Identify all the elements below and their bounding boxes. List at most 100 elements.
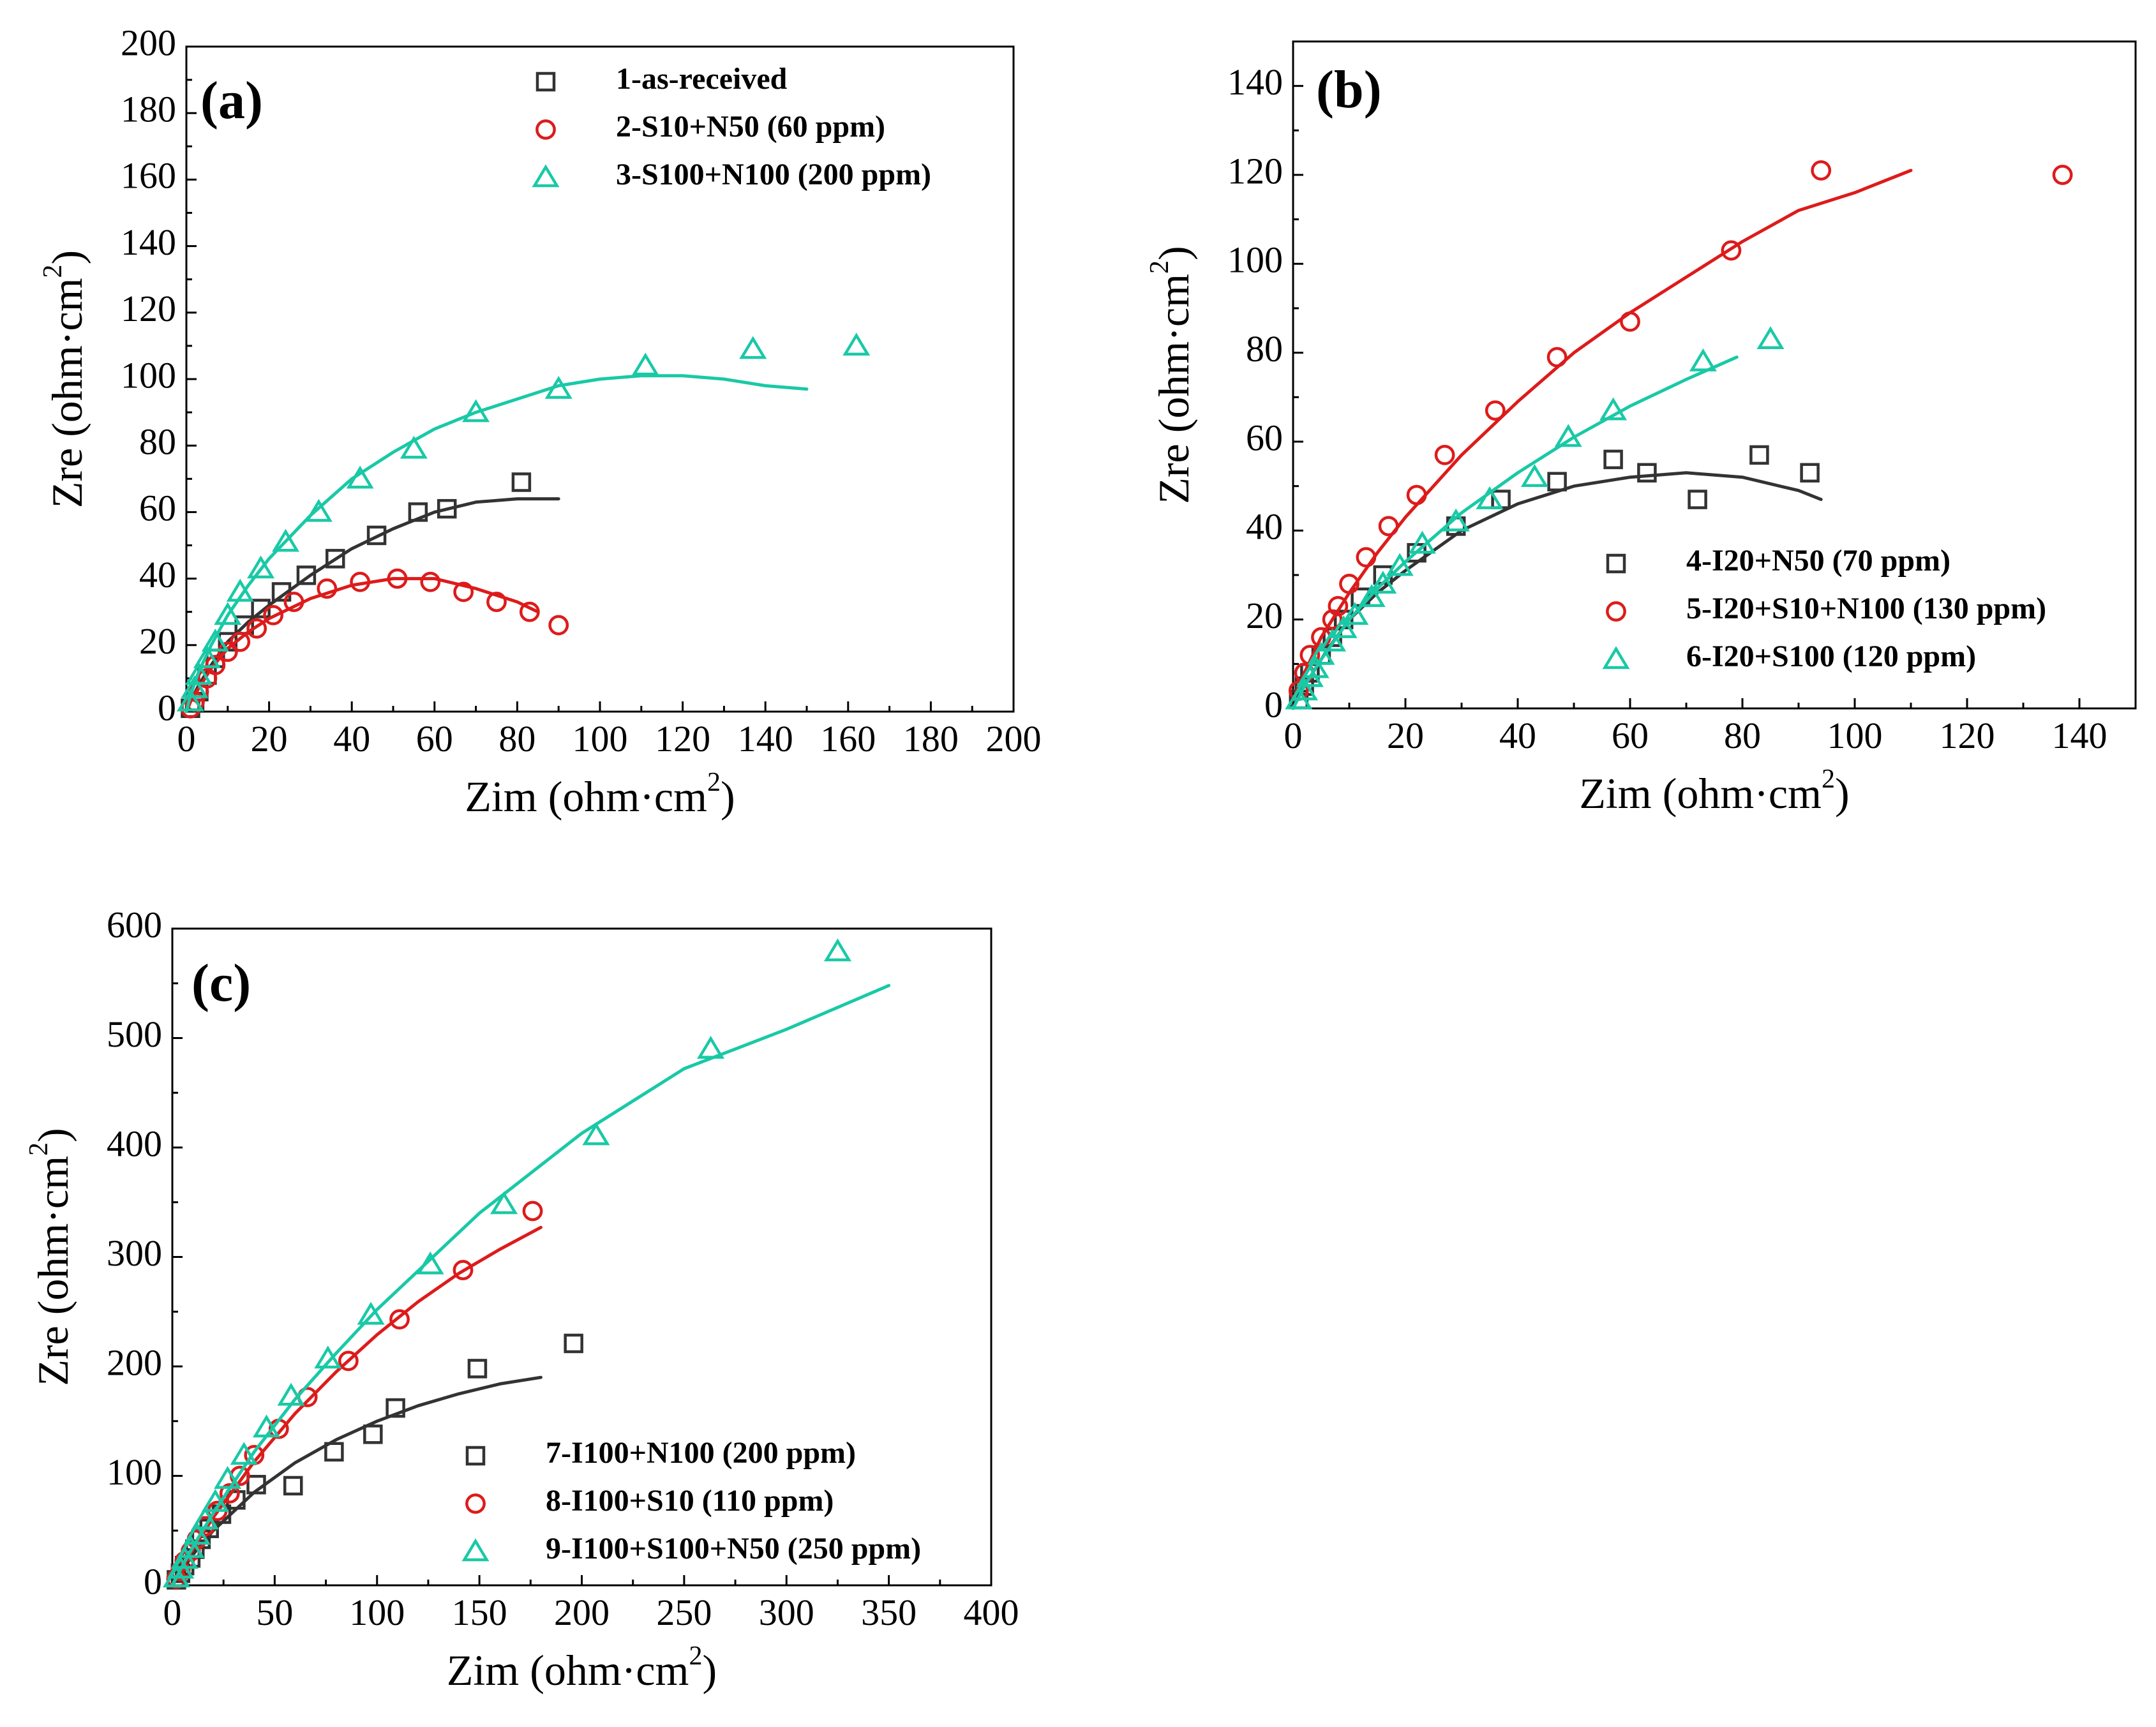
x-tick-label: 100 bbox=[349, 1592, 405, 1633]
data-point bbox=[1688, 490, 1707, 509]
panel-a: 0 20 40 60 80 100 120 140 160 180 200 0 20 40 60 80 100 1… bbox=[38, 22, 1042, 820]
y-tick-label: 80 bbox=[139, 421, 176, 463]
data-point bbox=[1442, 508, 1470, 532]
data-point bbox=[183, 1521, 211, 1545]
data-point bbox=[544, 376, 573, 399]
data-point bbox=[217, 641, 238, 662]
y-tick-label: 0 bbox=[144, 1560, 162, 1602]
data-point bbox=[582, 1122, 610, 1146]
data-point bbox=[1319, 628, 1347, 652]
x-tick-label: 200 bbox=[554, 1592, 610, 1633]
data-point bbox=[437, 498, 457, 519]
data-point bbox=[631, 352, 659, 376]
legend-marker bbox=[532, 164, 560, 188]
x-tick-label: 250 bbox=[656, 1592, 712, 1633]
y-tick-label: 180 bbox=[121, 89, 176, 130]
data-point bbox=[486, 592, 507, 612]
y-tick-label: 200 bbox=[107, 1342, 162, 1383]
y-tick-label: 300 bbox=[107, 1232, 162, 1274]
y-tick-label: 40 bbox=[1246, 506, 1283, 548]
y-tick-label: 140 bbox=[121, 221, 176, 263]
data-point bbox=[1756, 326, 1785, 350]
y-tick-label: 0 bbox=[1264, 684, 1283, 725]
legend-label: 4-I20+N50 (70 ppm) bbox=[1686, 544, 1950, 578]
y-tick-label: 80 bbox=[1246, 328, 1283, 370]
legend-marker bbox=[465, 1493, 486, 1514]
legend-marker bbox=[1606, 601, 1626, 622]
y-tick-label: 20 bbox=[139, 620, 176, 662]
data-point bbox=[1546, 347, 1568, 368]
data-point bbox=[357, 1301, 385, 1325]
y-tick-label: 160 bbox=[121, 155, 176, 197]
data-point bbox=[271, 528, 300, 552]
x-axis-title: Zim (ohm·cm2) bbox=[447, 1641, 717, 1694]
legend-label: 1-as-received bbox=[616, 62, 788, 96]
fit-line bbox=[184, 497, 560, 714]
data-point bbox=[277, 1382, 305, 1406]
data-point bbox=[400, 435, 428, 459]
data-point bbox=[1599, 397, 1628, 421]
data-point bbox=[1307, 641, 1335, 665]
legend-label: 8-I100+S10 (110 ppm) bbox=[546, 1484, 834, 1518]
legend-label: 3-S100+N100 (200 ppm) bbox=[616, 158, 931, 191]
data-point bbox=[314, 1345, 342, 1369]
series-2 bbox=[166, 1200, 543, 1589]
legend-label: 9-I100+S100+N50 (250 ppm) bbox=[546, 1532, 921, 1566]
data-point bbox=[1378, 516, 1399, 537]
x-tick-label: 40 bbox=[1499, 715, 1536, 756]
x-tick-label: 350 bbox=[861, 1592, 917, 1633]
data-point bbox=[1356, 547, 1377, 568]
fit-line bbox=[1291, 355, 1739, 710]
x-tick-label: 60 bbox=[416, 718, 453, 759]
y-tick-label: 40 bbox=[139, 554, 176, 595]
data-point bbox=[1301, 655, 1329, 678]
x-tick-label: 100 bbox=[573, 718, 628, 759]
x-tick-label: 50 bbox=[256, 1592, 293, 1633]
x-axis-title: Zim (ohm·cm2) bbox=[1579, 765, 1849, 818]
data-point bbox=[1328, 595, 1349, 617]
data-point bbox=[363, 1424, 383, 1444]
data-point bbox=[326, 549, 345, 569]
panel-c: 0 50 100 150 200 250 300 350 400 0 100 200 300 400 500… bbox=[24, 904, 1019, 1694]
data-point bbox=[253, 1414, 281, 1438]
data-point bbox=[201, 628, 229, 652]
data-point bbox=[453, 581, 474, 602]
data-point bbox=[1485, 400, 1506, 421]
fit-line bbox=[170, 1375, 543, 1587]
x-tick-label: 400 bbox=[964, 1592, 1019, 1633]
y-tick-label: 500 bbox=[107, 1013, 162, 1055]
data-point bbox=[386, 1398, 405, 1418]
data-point bbox=[1620, 311, 1640, 332]
legend-marker bbox=[1606, 553, 1626, 574]
x-tick-label: 140 bbox=[2052, 715, 2107, 756]
data-point bbox=[1339, 574, 1359, 594]
legend-marker bbox=[1602, 646, 1630, 669]
data-point bbox=[522, 1200, 543, 1222]
data-point bbox=[1721, 240, 1742, 261]
legend-marker bbox=[461, 1538, 490, 1562]
data-point bbox=[1408, 530, 1436, 554]
data-point bbox=[842, 333, 871, 356]
y-tick-label: 100 bbox=[107, 1451, 162, 1493]
x-tick-label: 150 bbox=[452, 1592, 507, 1633]
x-tick-label: 160 bbox=[820, 718, 876, 759]
data-point bbox=[317, 578, 338, 599]
data-point bbox=[1358, 584, 1386, 608]
data-point bbox=[467, 1359, 488, 1379]
data-point bbox=[263, 605, 283, 625]
fit-line bbox=[1291, 168, 1913, 701]
panel-label: (b) bbox=[1316, 60, 1382, 119]
data-point bbox=[271, 582, 292, 602]
data-point bbox=[201, 1489, 229, 1512]
data-point bbox=[1637, 463, 1657, 483]
x-tick-label: 0 bbox=[177, 718, 196, 759]
data-point bbox=[230, 631, 251, 652]
fit-line bbox=[170, 1225, 543, 1587]
data-point bbox=[181, 675, 209, 698]
data-point bbox=[177, 1535, 205, 1558]
data-point bbox=[230, 1442, 258, 1465]
x-tick-label: 20 bbox=[251, 718, 288, 759]
data-point bbox=[1800, 463, 1820, 483]
x-tick-label: 140 bbox=[738, 718, 793, 759]
